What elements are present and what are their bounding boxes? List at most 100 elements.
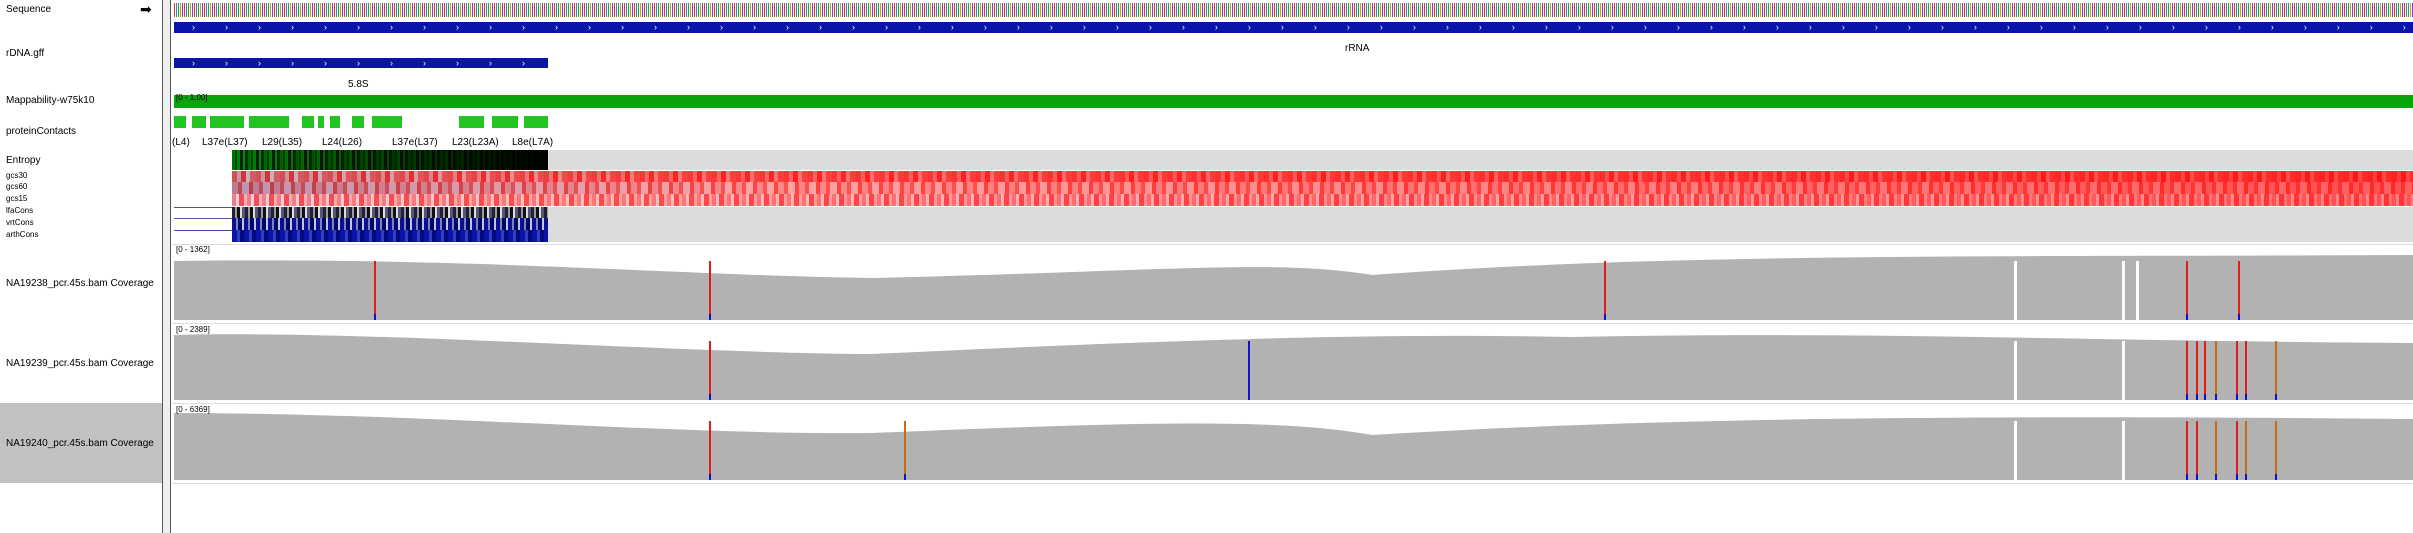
mismatch-marker[interactable] bbox=[2275, 421, 2277, 480]
vrt-cons-heatmap bbox=[232, 218, 548, 230]
selected-track-row[interactable] bbox=[0, 403, 162, 483]
data-panel[interactable]: ››››››››››››››››››››››››››››››››››››››››… bbox=[172, 0, 2413, 533]
mismatch-base bbox=[2186, 314, 2188, 320]
coverage-area-2 bbox=[174, 334, 2413, 400]
mismatch-base bbox=[2196, 474, 2198, 480]
protein-contact-label: L37e(L37) bbox=[202, 137, 248, 148]
track-name-sequence[interactable]: Sequence bbox=[6, 4, 52, 15]
mismatch-base bbox=[1248, 394, 1250, 400]
coverage-gap bbox=[2122, 421, 2125, 480]
mappability-range: [0 - 1.00] bbox=[176, 93, 208, 102]
mismatch-base bbox=[2196, 394, 2198, 400]
coverage-area-3 bbox=[174, 413, 2413, 480]
track-name-arth-cons[interactable]: arthCons bbox=[6, 230, 39, 239]
mismatch-base bbox=[709, 314, 711, 320]
mismatch-base bbox=[2245, 394, 2247, 400]
mismatch-base bbox=[2275, 474, 2277, 480]
coverage-2-range: [0 - 2389] bbox=[176, 325, 210, 334]
sequence-track bbox=[174, 3, 2413, 17]
coverage-area-1 bbox=[174, 255, 2413, 320]
entropy-gray-bg bbox=[548, 150, 2413, 170]
coverage-tracks bbox=[174, 255, 2413, 480]
track-name-gcs15[interactable]: gcs15 bbox=[6, 194, 28, 203]
mismatch-marker[interactable] bbox=[2204, 341, 2206, 400]
mismatch-base bbox=[2186, 394, 2188, 400]
mismatch-base bbox=[2236, 394, 2238, 400]
mismatch-marker[interactable] bbox=[2238, 261, 2240, 320]
separator bbox=[172, 323, 2413, 324]
coverage-gap bbox=[2014, 421, 2017, 480]
panel-divider[interactable] bbox=[162, 0, 171, 533]
mismatch-base bbox=[709, 394, 711, 400]
track-name-protein-contacts[interactable]: proteinContacts bbox=[6, 126, 77, 137]
mismatch-marker[interactable] bbox=[709, 261, 711, 320]
separator bbox=[172, 244, 2413, 245]
mismatch-base bbox=[1604, 314, 1606, 320]
mismatch-marker[interactable] bbox=[2215, 341, 2217, 400]
protein-contact-label: L24(L26) bbox=[322, 137, 363, 148]
protein-contact-label: (L4) bbox=[172, 137, 190, 148]
track-name-coverage-1[interactable]: NA19238_pcr.45s.bam Coverage bbox=[6, 278, 154, 289]
lfa-cons-heatmap bbox=[232, 207, 548, 218]
cons-left-lines bbox=[174, 207, 232, 242]
mismatch-marker[interactable] bbox=[2186, 421, 2188, 480]
entropy-heatmap bbox=[232, 150, 548, 170]
mismatch-marker[interactable] bbox=[2186, 261, 2188, 320]
coverage-gap bbox=[2122, 341, 2125, 400]
protein-contact-label: L8e(L7A) bbox=[512, 137, 554, 148]
mismatch-base bbox=[2204, 394, 2206, 400]
track-name-gcs60[interactable]: gcs60 bbox=[6, 182, 28, 191]
mismatch-marker[interactable] bbox=[2186, 341, 2188, 400]
gcs30-heatmap bbox=[232, 171, 2413, 182]
track-name-vrt-cons[interactable]: vrtCons bbox=[6, 218, 34, 227]
arth-cons-heatmap bbox=[232, 230, 548, 242]
protein-contact-label: L23(L23A) bbox=[452, 137, 499, 148]
mismatch-base bbox=[2236, 474, 2238, 480]
mismatch-marker[interactable] bbox=[374, 261, 376, 320]
track-name-mappability[interactable]: Mappability-w75k10 bbox=[6, 95, 95, 106]
gcs15-heatmap bbox=[232, 194, 2413, 206]
protein-contact-label: L37e(L37) bbox=[392, 137, 438, 148]
rrna-feature[interactable]: ››››››››››››››››››››››››››››››››››››››››… bbox=[174, 22, 2413, 33]
mismatch-marker[interactable] bbox=[709, 421, 711, 480]
track-name-entropy[interactable]: Entropy bbox=[6, 155, 41, 166]
mismatch-marker[interactable] bbox=[2245, 421, 2247, 480]
s58-feature[interactable]: ›››››››››››› bbox=[174, 58, 548, 68]
mismatch-base bbox=[2215, 474, 2217, 480]
mismatch-base bbox=[2186, 474, 2188, 480]
mismatch-marker[interactable] bbox=[709, 341, 711, 400]
mismatch-base bbox=[904, 474, 906, 480]
coverage-3-range: [0 - 6369] bbox=[176, 405, 210, 414]
mismatch-base bbox=[2238, 314, 2240, 320]
mismatch-marker[interactable] bbox=[2215, 421, 2217, 480]
rrna-label: rRNA bbox=[1345, 43, 1370, 54]
mismatch-base bbox=[709, 474, 711, 480]
cons-gray-bg bbox=[548, 207, 2413, 242]
track-name-coverage-2[interactable]: NA19239_pcr.45s.bam Coverage bbox=[6, 358, 154, 369]
track-name-lfa-cons[interactable]: lfaCons bbox=[6, 206, 34, 215]
mismatch-base bbox=[374, 314, 376, 320]
mismatch-marker[interactable] bbox=[2196, 421, 2198, 480]
mismatch-marker[interactable] bbox=[2245, 341, 2247, 400]
mismatch-base bbox=[2245, 474, 2247, 480]
mismatch-marker[interactable] bbox=[2196, 341, 2198, 400]
coverage-gap bbox=[2136, 261, 2139, 320]
mismatch-marker[interactable] bbox=[2275, 341, 2277, 400]
mappability-bar bbox=[174, 95, 2413, 108]
mismatch-marker[interactable] bbox=[2236, 421, 2238, 480]
mismatch-marker[interactable] bbox=[2236, 341, 2238, 400]
separator bbox=[172, 483, 2413, 484]
mismatch-marker[interactable] bbox=[904, 421, 906, 480]
mismatch-marker[interactable] bbox=[1248, 341, 1250, 400]
track-name-coverage-3[interactable]: NA19240_pcr.45s.bam Coverage bbox=[6, 438, 154, 449]
separator bbox=[172, 403, 2413, 404]
coverage-gap bbox=[2014, 261, 2017, 320]
coverage-1-range: [0 - 1362] bbox=[176, 245, 210, 254]
mismatch-base bbox=[2215, 394, 2217, 400]
coverage-gap bbox=[2014, 341, 2017, 400]
track-name-rdna[interactable]: rDNA.gff bbox=[6, 48, 45, 59]
right-arrow-icon[interactable]: ➡ bbox=[140, 1, 152, 17]
mismatch-marker[interactable] bbox=[1604, 261, 1606, 320]
track-name-gcs30[interactable]: gcs30 bbox=[6, 171, 28, 180]
protein-contact-label: L29(L35) bbox=[262, 137, 303, 148]
